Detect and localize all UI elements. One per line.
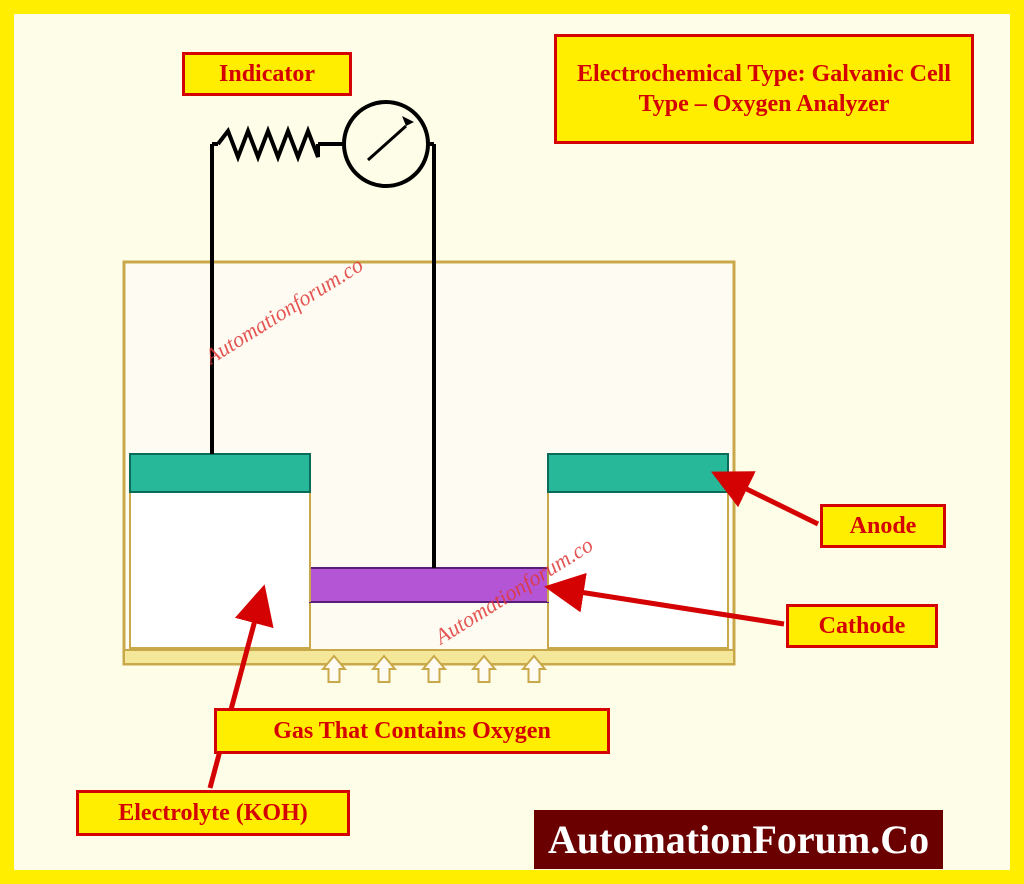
label-indicator: Indicator (182, 52, 352, 96)
label-anode: Anode (820, 504, 946, 548)
brand-footer: AutomationForum.Co (534, 810, 943, 869)
label-gas: Gas That Contains Oxygen (214, 708, 610, 754)
outer-frame: Electrochemical Type: Galvanic Cell Type… (0, 0, 1024, 884)
label-cathode: Cathode (786, 604, 938, 648)
label-electrolyte: Electrolyte (KOH) (76, 790, 350, 836)
diagram-background: Electrochemical Type: Galvanic Cell Type… (14, 14, 1010, 870)
title-box: Electrochemical Type: Galvanic Cell Type… (554, 34, 974, 144)
